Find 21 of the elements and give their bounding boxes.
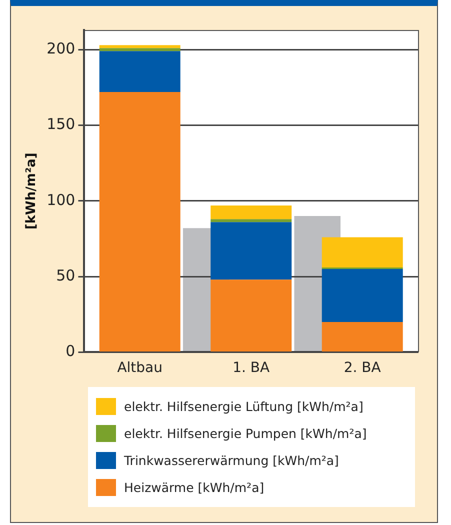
- legend-label: Heizwärme [kWh/m²a]: [124, 480, 264, 495]
- bar: [99, 92, 180, 352]
- bar: [210, 205, 292, 220]
- bar: [99, 51, 180, 92]
- bar: [99, 48, 180, 52]
- bar: [99, 45, 180, 48]
- legend-label: elektr. Hilfsenergie Pumpen [kWh/m²a]: [124, 426, 367, 441]
- y-tick-label: 200: [46, 40, 76, 58]
- legend-label: Trinkwassererwärmung [kWh/m²a]: [124, 453, 339, 468]
- legend-label: elektr. Hilfsenergie Lüftung [kWh/m²a]: [124, 399, 364, 414]
- y-tick-label: 100: [46, 190, 76, 209]
- y-tick-label: 50: [56, 266, 76, 284]
- bar: [210, 219, 292, 222]
- x-tick-label: 1. BA: [232, 360, 270, 376]
- bar: [322, 322, 403, 352]
- bar: [322, 237, 403, 268]
- y-tick-label: 150: [46, 115, 76, 134]
- x-tick-label: 2. BA: [344, 360, 382, 376]
- y-axis-title: [kWh/m²a]: [24, 152, 40, 230]
- y-tick-label: 0: [66, 342, 76, 360]
- x-tick-label: Altbau: [117, 360, 163, 376]
